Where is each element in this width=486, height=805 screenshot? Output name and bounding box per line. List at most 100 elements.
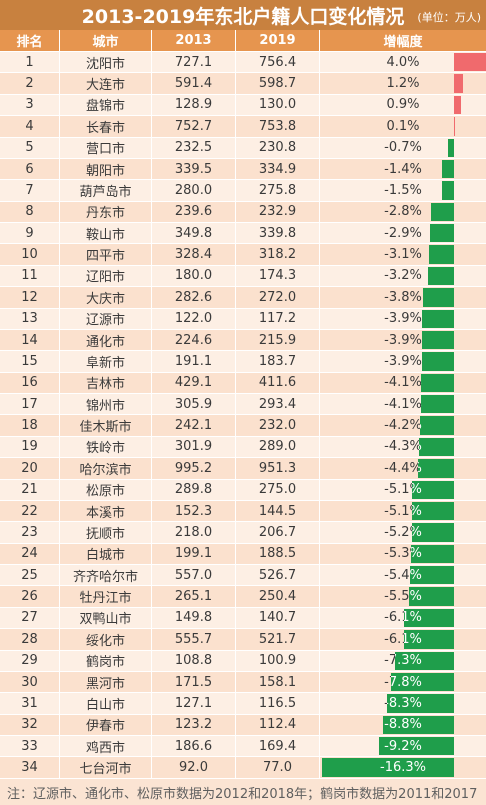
- decrease-bar: -0.7%: [448, 138, 454, 157]
- header-2019: 2019: [236, 30, 320, 51]
- decrease-bar: -3.9%: [422, 309, 454, 328]
- city-cell: 松原市: [60, 479, 152, 500]
- rank-cell: 12: [0, 287, 60, 308]
- change-label-on-bar: -4.1%: [421, 374, 454, 392]
- value-2019-cell: 334.9: [236, 158, 320, 180]
- decrease-bar: -1.5%: [441, 181, 454, 200]
- change-label-on-bar: -5.1%: [412, 502, 453, 520]
- rank-cell: 15: [0, 351, 60, 372]
- decrease-bar: -1.4%: [442, 159, 454, 179]
- value-2019-cell: 598.7: [236, 73, 320, 94]
- change-label-on-bar: -8.8%: [384, 717, 422, 733]
- decrease-bar: -3.1%: [428, 245, 454, 264]
- change-cell: -5.1%-5.1%: [320, 480, 486, 500]
- change-cell: -8.8%-8.8%: [320, 715, 486, 735]
- value-2013-cell: 555.7: [152, 629, 236, 650]
- change-label-on-bar: -4.4%: [418, 459, 454, 477]
- change-cell: 4.0% 4.0%: [320, 52, 486, 72]
- city-cell: 沈阳市: [60, 52, 152, 73]
- change-cell: -5.2%-5.2%: [320, 522, 486, 542]
- change-label-on-bar: -5.2%: [412, 523, 454, 541]
- value-2013-cell: 242.1: [152, 415, 236, 436]
- rank-cell: 4: [0, 116, 60, 137]
- value-2019-cell: 951.3: [236, 458, 320, 479]
- change-label: -1.4%: [384, 161, 422, 177]
- change-cell: 1.2% 1.2%: [320, 73, 486, 93]
- city-cell: 哈尔滨市: [60, 458, 152, 479]
- change-cell: -7.8%-7.8%: [320, 672, 486, 692]
- change-label: -4.1%: [384, 375, 422, 391]
- change-label-on-bar: -3.2%: [428, 267, 454, 285]
- change-cell: -6.1%-6.1%: [320, 608, 486, 628]
- value-2013-cell: 328.4: [152, 244, 236, 265]
- decrease-bar: -8.8%: [382, 715, 454, 734]
- change-label-on-bar: -5.5%: [409, 589, 422, 605]
- value-2019-cell: 272.0: [236, 287, 320, 308]
- value-2019-cell: 275.0: [236, 479, 320, 500]
- rank-cell: 19: [0, 436, 60, 458]
- rank-cell: 31: [0, 693, 60, 714]
- change-label-on-bar: -5.1%: [412, 481, 453, 499]
- value-2019-cell: 521.7: [236, 629, 320, 650]
- value-2013-cell: 265.1: [152, 586, 236, 607]
- change-cell: -2.9% -2.9%: [320, 223, 486, 243]
- decrease-bar: -4.2%: [419, 416, 454, 435]
- value-2013-cell: 152.3: [152, 500, 236, 522]
- rank-cell: 2: [0, 73, 60, 94]
- rank-cell: 25: [0, 565, 60, 586]
- rank-cell: 16: [0, 372, 60, 393]
- change-label-on-bar: -6.1%: [404, 610, 422, 626]
- decrease-bar: -8.3%: [386, 694, 454, 713]
- change-label: -1.5%: [384, 182, 422, 198]
- city-cell: 阜新市: [60, 351, 152, 372]
- city-cell: 大连市: [60, 73, 152, 94]
- value-2019-cell: 526.7: [236, 565, 320, 586]
- change-label: -4.1%: [384, 396, 422, 412]
- city-cell: 锦州市: [60, 394, 152, 415]
- city-cell: 本溪市: [60, 500, 152, 522]
- change-label-on-bar: -3.8%: [423, 288, 454, 306]
- city-cell: 吉林市: [60, 372, 152, 393]
- rank-cell: 21: [0, 479, 60, 500]
- change-label-on-bar: -3.9%: [422, 331, 454, 349]
- value-2013-cell: 752.7: [152, 116, 236, 137]
- value-2013-cell: 224.6: [152, 329, 236, 351]
- change-label: -5.4%: [384, 567, 422, 583]
- rank-cell: 34: [0, 757, 60, 778]
- rank-cell: 9: [0, 223, 60, 244]
- rank-cell: 26: [0, 586, 60, 607]
- city-cell: 白城市: [60, 543, 152, 564]
- change-label-on-bar: -4.2%: [420, 416, 454, 434]
- change-label: -4.4%: [384, 460, 422, 476]
- header-city: 城市: [60, 30, 152, 51]
- city-cell: 辽源市: [60, 308, 152, 329]
- rank-cell: 27: [0, 607, 60, 629]
- change-cell: -3.9%-3.9%: [320, 309, 486, 329]
- change-label-on-bar: 1.2%: [454, 74, 464, 92]
- change-label-on-bar: -7.8%: [390, 674, 422, 690]
- change-label: -2.9%: [384, 225, 422, 241]
- decrease-bar: -5.1%: [412, 501, 454, 521]
- city-cell: 四平市: [60, 244, 152, 265]
- change-label-on-bar: -4.1%: [421, 395, 454, 413]
- value-2013-cell: 301.9: [152, 436, 236, 458]
- value-2013-cell: 339.5: [152, 158, 236, 180]
- header-row: 排名 城市 2013 2019 增幅度: [0, 30, 486, 52]
- value-2013-cell: 171.5: [152, 671, 236, 693]
- value-2013-cell: 92.0: [152, 757, 236, 778]
- city-cell: 鹤岗市: [60, 650, 152, 671]
- increase-bar: 0.1%: [453, 117, 455, 136]
- change-label-on-bar: 0.9%: [454, 96, 461, 114]
